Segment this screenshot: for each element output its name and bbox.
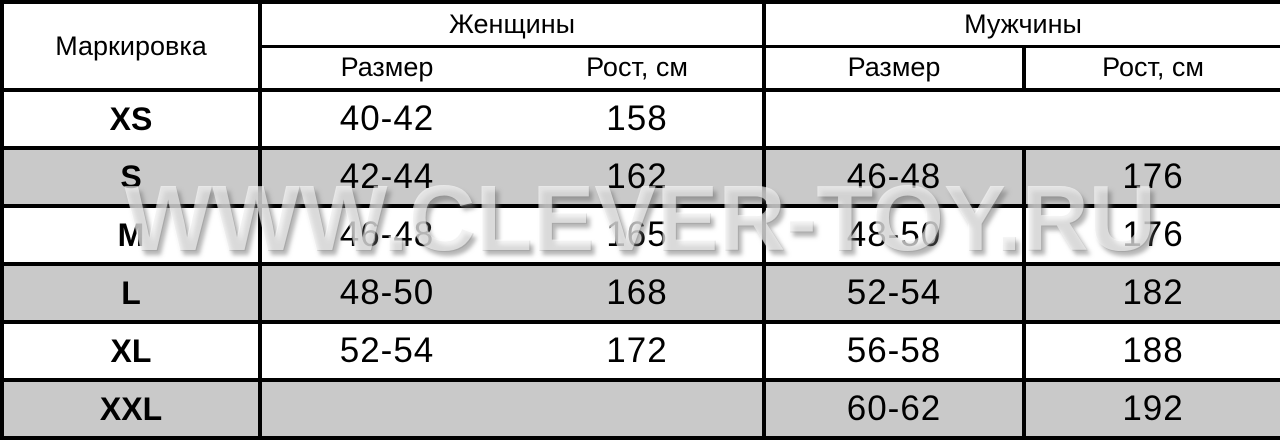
row-xs-label: XS: [0, 88, 262, 150]
header-row-subcolumns: Размер Рост, см Размер Рост, см: [2, 44, 1280, 92]
row-s-men-height: 176: [1022, 146, 1280, 208]
row-l-label: L: [0, 262, 262, 324]
table-row-xs: XS 40-42 158: [0, 88, 1280, 150]
header-women-size: Размер: [258, 44, 512, 92]
table-row-s: S 42-44 162 46-48 176: [0, 146, 1280, 208]
table-row-l: L 48-50 168 52-54 182: [0, 262, 1280, 324]
row-xl-women-height: 172: [509, 320, 767, 382]
row-s-men-size: 46-48: [762, 146, 1027, 208]
row-s-women-size: 42-44: [258, 146, 512, 208]
header-men-size: Размер: [762, 44, 1027, 92]
row-xxl-men-size: 60-62: [762, 378, 1027, 440]
row-l-men-height: 182: [1022, 262, 1280, 324]
row-xl-men-size: 56-58: [762, 320, 1027, 382]
row-xs-men-empty-cell: [762, 88, 1280, 150]
row-m-women-height: 165: [509, 204, 767, 266]
header-men: Мужчины: [762, 0, 1280, 48]
row-xs-women-height: 158: [509, 88, 767, 150]
header-row-groups: Маркировка Женщины Мужчины: [0, 0, 1280, 92]
row-l-men-size: 52-54: [762, 262, 1027, 324]
row-s-women-height: 162: [509, 146, 767, 208]
row-xl-label: XL: [0, 320, 262, 382]
header-women-height: Рост, см: [509, 44, 767, 92]
header-women: Женщины: [257, 0, 767, 48]
row-xxl-label: XXL: [0, 378, 262, 440]
row-m-men-height: 176: [1022, 204, 1280, 266]
row-xl-women-size: 52-54: [258, 320, 512, 382]
row-m-women-size: 46-48: [258, 204, 512, 266]
table-row-xl: XL 52-54 172 56-58 188: [0, 320, 1280, 382]
table-row-m: M 46-48 165 48-50 176: [0, 204, 1280, 266]
row-l-women-height: 168: [509, 262, 767, 324]
row-xs-women-size: 40-42: [258, 88, 512, 150]
row-xl-men-height: 188: [1022, 320, 1280, 382]
row-s-label: S: [0, 146, 262, 208]
table-row-xxl: XXL 60-62 192: [0, 378, 1280, 440]
row-m-men-size: 48-50: [762, 204, 1027, 266]
row-xxl-men-height: 192: [1022, 378, 1280, 440]
header-marking: Маркировка: [0, 0, 262, 92]
row-l-women-size: 48-50: [258, 262, 512, 324]
row-m-label: M: [0, 204, 262, 266]
row-xxl-women-empty-cell: [257, 378, 767, 440]
header-men-height: Рост, см: [1022, 44, 1280, 92]
